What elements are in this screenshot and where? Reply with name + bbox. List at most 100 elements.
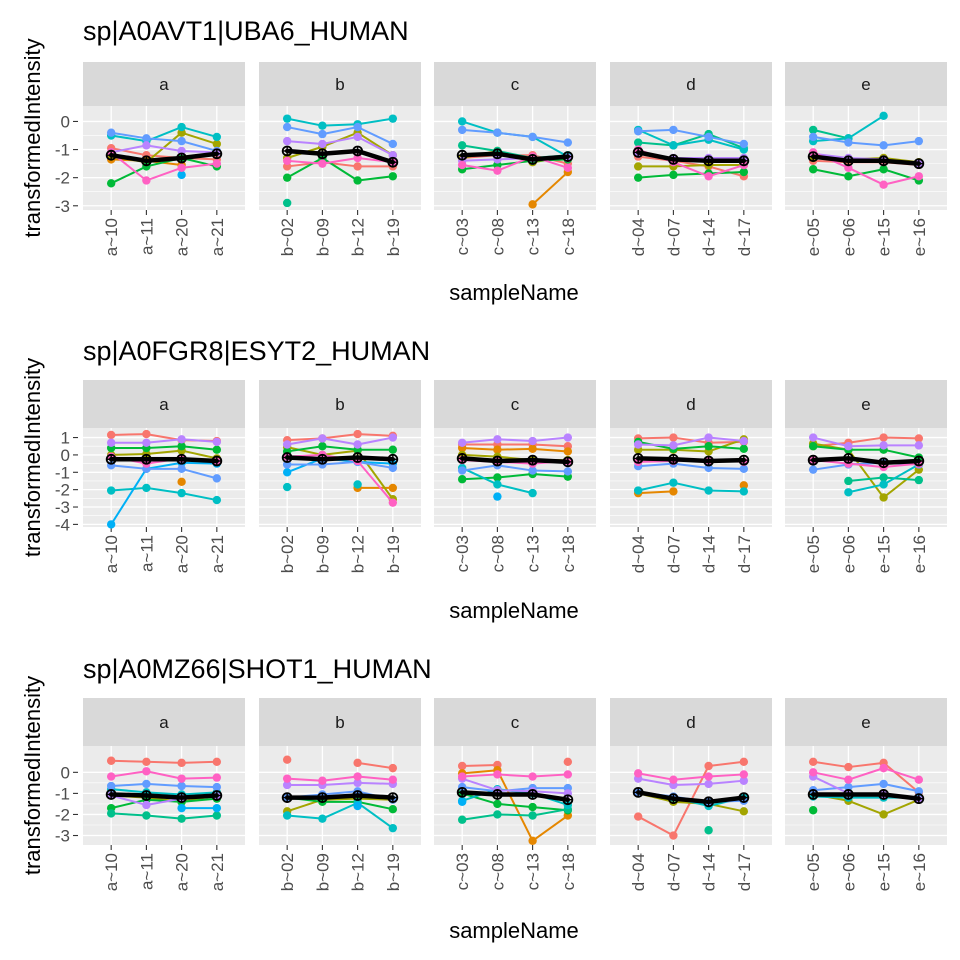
data-point	[212, 139, 222, 149]
facet-strip	[259, 380, 421, 428]
data-point	[388, 139, 398, 149]
data-point	[704, 486, 713, 495]
x-tick-label: a~11	[137, 535, 156, 572]
series-line-segment	[531, 469, 569, 473]
series-line-segment	[496, 438, 534, 443]
data-point	[844, 762, 853, 772]
data-point	[528, 444, 537, 454]
data-point	[739, 481, 749, 490]
data-point	[142, 141, 151, 150]
facet-strip-label: a	[159, 713, 169, 732]
series-line-segment	[847, 782, 885, 789]
x-tick-label: e~15	[875, 535, 894, 573]
series-line-segment	[144, 155, 184, 164]
series-line-segment	[882, 782, 920, 793]
series-line-segment	[461, 786, 499, 793]
facet-strip	[83, 698, 245, 746]
series-line-segment	[496, 483, 534, 495]
x-tick-label: b~19	[384, 218, 403, 256]
series-line-segment	[812, 168, 850, 178]
data-point	[633, 769, 643, 778]
series-line-segment	[180, 797, 218, 803]
data-point	[633, 162, 643, 171]
data-point	[844, 775, 853, 784]
data-point	[106, 179, 116, 188]
data-point	[318, 776, 327, 785]
facet-panel-d: d d~04 d~07 d~14 d~17	[610, 62, 772, 256]
series-line-segment	[356, 135, 394, 157]
series-line-segment	[637, 128, 675, 147]
y-axis-label: transformedIntensity	[20, 38, 45, 237]
data-point	[353, 162, 362, 171]
data-point	[844, 782, 853, 792]
data-point	[914, 434, 924, 443]
series-line-segment	[637, 481, 675, 492]
series-line-segment	[531, 135, 569, 144]
series-line-segment	[144, 793, 184, 800]
data-point	[212, 757, 222, 766]
data-point	[457, 761, 467, 771]
data-point	[879, 441, 888, 450]
data-point	[388, 775, 398, 784]
series-5	[106, 483, 222, 505]
data-point	[177, 803, 186, 813]
series-line-segment	[461, 792, 499, 805]
plot-panel	[259, 428, 421, 527]
series-line-segment	[110, 134, 148, 143]
chart-block-2: sp|A0FGR8|ESYT2_HUMAN transformedIntensit…	[20, 336, 947, 623]
series-line-segment	[356, 781, 394, 785]
series-8	[106, 141, 222, 157]
x-axis-label: sampleName	[449, 598, 579, 623]
data-point	[106, 781, 116, 791]
data-point	[212, 803, 222, 813]
series-line-segment	[530, 792, 571, 802]
data-point	[669, 831, 678, 840]
x-tick-label: b~09	[313, 853, 332, 891]
data-point	[318, 442, 327, 451]
data-point	[353, 801, 362, 811]
mean-series	[632, 146, 750, 167]
data-point	[142, 779, 151, 789]
data-point	[739, 139, 749, 149]
data-point	[318, 159, 327, 168]
series-line-segment	[637, 815, 675, 837]
series-line-segment	[531, 473, 569, 478]
x-tick-label: a~20	[173, 853, 192, 891]
series-line-segment	[355, 793, 396, 800]
series-line-segment	[530, 457, 571, 465]
series-line-segment	[812, 128, 850, 140]
series-line-segment	[145, 797, 183, 806]
series-line-segment	[882, 462, 920, 469]
series-line-segment	[847, 476, 885, 482]
data-point	[177, 774, 186, 783]
x-tick-label: b~19	[384, 853, 403, 891]
series-line-segment	[180, 162, 218, 169]
series-line-segment	[531, 171, 569, 206]
y-tick-label: -1	[55, 463, 70, 482]
series-line-segment	[847, 166, 885, 186]
series-2	[457, 443, 573, 456]
series-line-segment	[321, 123, 359, 127]
data-point	[142, 767, 151, 776]
data-point	[353, 176, 362, 185]
series-line-segment	[286, 117, 324, 127]
x-tick-label: c~13	[524, 535, 543, 572]
series-1	[282, 755, 398, 773]
data-point	[633, 138, 643, 147]
series-line-segment	[672, 436, 710, 444]
series-line-segment	[707, 436, 745, 443]
series-line-segment	[637, 443, 675, 447]
series-6	[282, 122, 398, 149]
x-tick-label: b~02	[278, 218, 297, 256]
series-line-segment	[672, 164, 710, 168]
data-point	[844, 476, 853, 486]
series-line-segment	[672, 138, 710, 147]
y-tick-label: -3	[55, 197, 70, 216]
x-tick-label: c~08	[488, 535, 507, 572]
series-line-segment	[461, 120, 499, 134]
data-point	[808, 125, 818, 135]
data-point	[879, 763, 888, 773]
data-point	[318, 129, 327, 139]
data-point	[388, 483, 398, 493]
